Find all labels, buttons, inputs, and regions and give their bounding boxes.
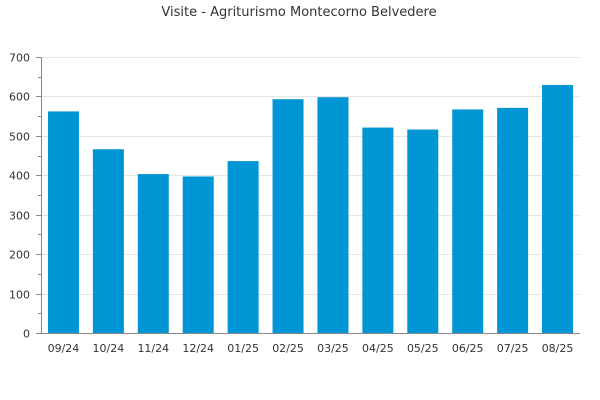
y-tick-label: 200 xyxy=(9,249,30,262)
x-tick-labels: 09/24 10/24 11/24 12/24 01/25 02/25 03/25 04/25… xyxy=(48,342,574,355)
x-tick-label: 08/25 xyxy=(542,342,574,355)
y-tick-label: 500 xyxy=(9,131,30,144)
bar xyxy=(182,176,214,333)
bars xyxy=(47,84,574,334)
bar xyxy=(137,174,169,333)
x-tick-label: 02/25 xyxy=(272,342,304,355)
bar xyxy=(407,129,439,333)
x-tick-label: 09/24 xyxy=(48,342,80,355)
bar xyxy=(452,109,484,333)
x-tick-label: 12/24 xyxy=(182,342,214,355)
gridlines xyxy=(41,57,580,295)
bar xyxy=(272,99,304,333)
chart-title: Visite - Agriturismo Montecorno Belveder… xyxy=(161,5,436,20)
bar xyxy=(227,161,259,333)
x-tick-label: 04/25 xyxy=(362,342,394,355)
bar xyxy=(92,149,124,333)
bar xyxy=(362,127,394,333)
x-tick-label: 05/25 xyxy=(407,342,439,355)
x-tick-label: 06/25 xyxy=(452,342,484,355)
y-tick-label: 600 xyxy=(9,91,30,104)
y-tick-label: 400 xyxy=(9,170,30,183)
bar xyxy=(317,97,349,334)
x-tick-label: 11/24 xyxy=(137,342,169,355)
y-tick-label: 300 xyxy=(9,210,30,223)
x-tick-label: 10/24 xyxy=(93,342,125,355)
bar xyxy=(497,107,529,333)
y-tick-label: 0 xyxy=(23,328,30,341)
x-tick-label: 03/25 xyxy=(317,342,349,355)
x-tick-label: 01/25 xyxy=(227,342,259,355)
bar xyxy=(542,84,574,333)
y-tick-labels: 0 100 200 300 400 500 600 700 xyxy=(9,52,30,341)
bar xyxy=(47,111,79,333)
x-tick-label: 07/25 xyxy=(497,342,529,355)
y-tick-label: 700 xyxy=(9,52,30,65)
y-tick-label: 100 xyxy=(9,289,30,302)
axes xyxy=(36,57,580,334)
